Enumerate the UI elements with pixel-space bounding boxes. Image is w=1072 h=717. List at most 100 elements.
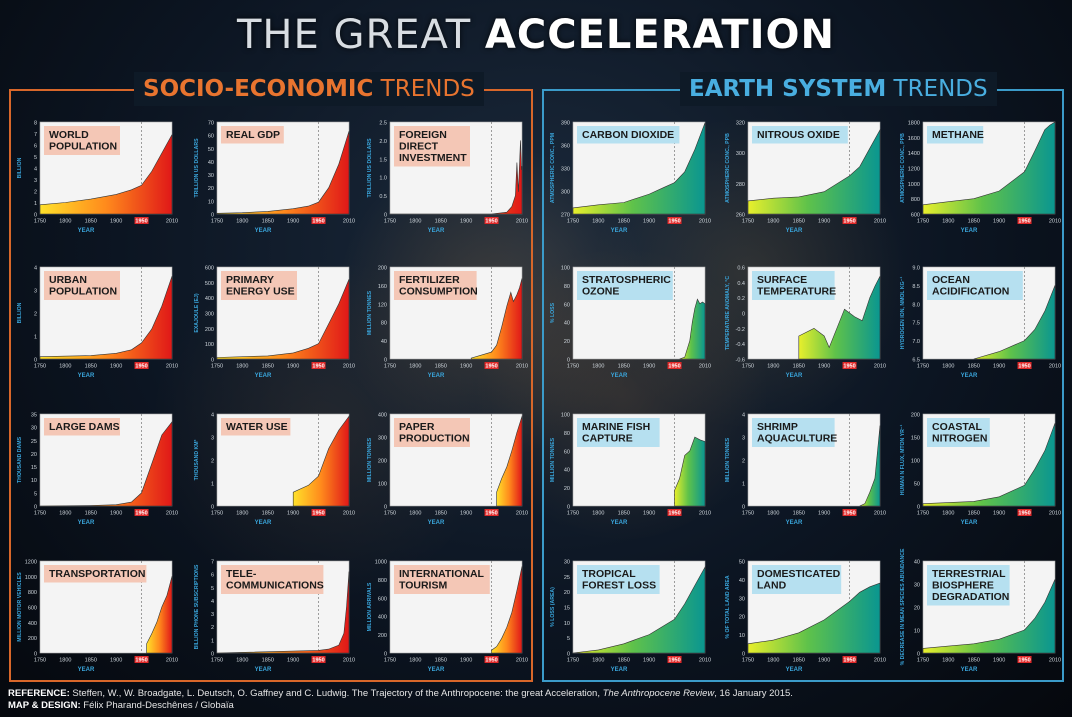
x-tick-label: 1800 [236, 658, 248, 664]
x-tick-label: 1800 [942, 219, 954, 225]
x-axis-label: YEAR [428, 373, 445, 379]
y-tick-label: 4 [34, 266, 37, 272]
x-tick-label: 1950 [843, 511, 855, 517]
x-tick-label: 1950 [1018, 511, 1030, 517]
year-1950-highlight [667, 509, 682, 516]
year-1950-highlight [134, 509, 149, 516]
y-tick-label: 100 [561, 266, 570, 272]
year-1950-highlight [667, 362, 682, 369]
x-tick-label: 2010 [343, 219, 355, 225]
x-tick-label: 1750 [742, 219, 754, 225]
x-tick-label: 1750 [917, 364, 929, 370]
y-tick-label: 0 [34, 505, 37, 511]
series-area [973, 285, 1056, 360]
year-1950-highlight [311, 509, 326, 516]
x-tick-label: 1950 [668, 219, 680, 225]
y-tick-label: 800 [911, 197, 920, 203]
x-axis-label: YEAR [428, 520, 445, 526]
y-tick-label: 600 [911, 213, 920, 219]
y-axis-label: ATMOSPHERIC CONC., PPM [550, 133, 556, 203]
y-tick-label: 0.4 [737, 281, 745, 287]
y-tick-label: 2 [742, 459, 745, 465]
x-tick-label: 1950 [312, 658, 324, 664]
y-tick-label: 300 [561, 190, 570, 196]
chart-title-line: CARBON DIOXIDE [582, 129, 674, 141]
series-area [39, 134, 173, 215]
x-axis-label: YEAR [255, 228, 272, 234]
x-tick-label: 1800 [59, 364, 71, 370]
y-tick-label: 3 [34, 289, 37, 295]
x-axis-label: YEAR [961, 520, 978, 526]
x-tick-label: 2010 [343, 364, 355, 370]
chart-title-line: BIOSPHERE [932, 580, 994, 592]
x-tick-label: 1900 [643, 658, 655, 664]
y-tick-label: 360 [561, 144, 570, 150]
series-area [572, 122, 706, 215]
series-area [679, 298, 706, 360]
y-axis-label: BILLION PHONE SUBSCRIPTIONS [194, 564, 200, 649]
y-tick-label: 10 [564, 621, 570, 627]
year-1950-highlight [311, 656, 326, 663]
x-tick-label: 2010 [1049, 511, 1061, 517]
series-area [922, 579, 1056, 654]
series-area [470, 278, 523, 360]
x-tick-label: 1950 [1018, 219, 1030, 225]
x-tick-label: 1900 [110, 219, 122, 225]
x-tick-label: 1850 [85, 511, 97, 517]
y-tick-label: 160 [378, 284, 387, 290]
x-tick-label: 1750 [567, 511, 579, 517]
y-axis-label: TRILLION US DOLLARS [194, 138, 200, 198]
y-tick-label: 3 [211, 436, 214, 442]
chart-title-line: URBAN [49, 274, 87, 286]
y-tick-label: 2 [34, 312, 37, 318]
x-tick-label: 1800 [409, 511, 421, 517]
series-area [39, 421, 173, 507]
y-tick-label: 25 [31, 439, 37, 445]
x-tick-label: 1800 [942, 658, 954, 664]
chart-title-line: PRIMARY [226, 274, 274, 286]
series-area [390, 140, 523, 215]
x-tick-label: 1950 [843, 364, 855, 370]
socio-title-bold: SOCIO-ECONOMIC [143, 76, 374, 102]
y-tick-label: 7 [34, 132, 37, 138]
y-tick-label: 1 [211, 482, 214, 488]
year-1950-highlight [134, 362, 149, 369]
chart-title-box [752, 418, 835, 447]
y-tick-label: 2 [211, 625, 214, 631]
y-tick-label: 0 [211, 505, 214, 511]
chart-title-box [394, 271, 477, 300]
y-tick-label: 100 [205, 342, 214, 348]
y-tick-label: 500 [205, 281, 214, 287]
y-tick-label: 80 [564, 431, 570, 437]
y-tick-label: 400 [378, 615, 387, 621]
y-tick-label: 800 [28, 590, 37, 596]
y-tick-label: 600 [205, 266, 214, 272]
chart-8: WATER USE 0 1 2 3 4 THOUSAND KM³ 1750 1800 1850 19… [194, 413, 355, 527]
y-tick-label: 8.0 [912, 302, 920, 308]
y-axis-label: THOUSAND DAMS [17, 436, 23, 483]
chart-title-box [44, 126, 120, 155]
y-tick-label: 60 [564, 302, 570, 308]
x-tick-label: 1850 [262, 511, 274, 517]
y-tick-label: -0.4 [736, 342, 745, 348]
chart-title-box [221, 126, 284, 144]
y-axis-label: % LOSS [550, 302, 556, 323]
y-tick-label: 0 [34, 213, 37, 219]
series-area [496, 416, 523, 507]
y-tick-label: 5 [34, 491, 37, 497]
x-tick-label: 1800 [236, 364, 248, 370]
year-1950-highlight [842, 217, 857, 224]
x-tick-label: 1750 [384, 511, 396, 517]
chart-title-line: ACIDIFICATION [932, 286, 1009, 298]
y-tick-label: 300 [205, 312, 214, 318]
y-tick-label: 0 [211, 213, 214, 219]
x-tick-label: 1900 [643, 364, 655, 370]
y-tick-label: 15 [564, 606, 570, 612]
series-area [747, 128, 881, 215]
x-tick-label: 2010 [874, 364, 886, 370]
x-tick-label: 1800 [767, 511, 779, 517]
x-tick-label: 1750 [742, 658, 754, 664]
chart-title-box [927, 565, 1010, 606]
